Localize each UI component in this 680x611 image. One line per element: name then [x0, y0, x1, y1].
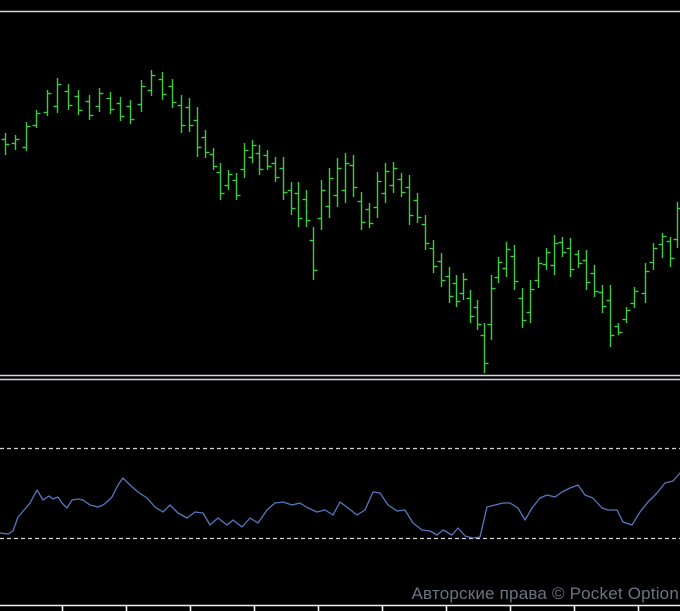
panel-separator[interactable] [0, 374, 680, 381]
time-axis[interactable] [0, 604, 680, 611]
copyright-label: Авторские права © Pocket Option [411, 584, 679, 603]
oscillator-level-lines [0, 447, 680, 540]
oscillator-panel[interactable] [0, 472, 680, 539]
price-chart-panel[interactable] [1, 70, 680, 373]
